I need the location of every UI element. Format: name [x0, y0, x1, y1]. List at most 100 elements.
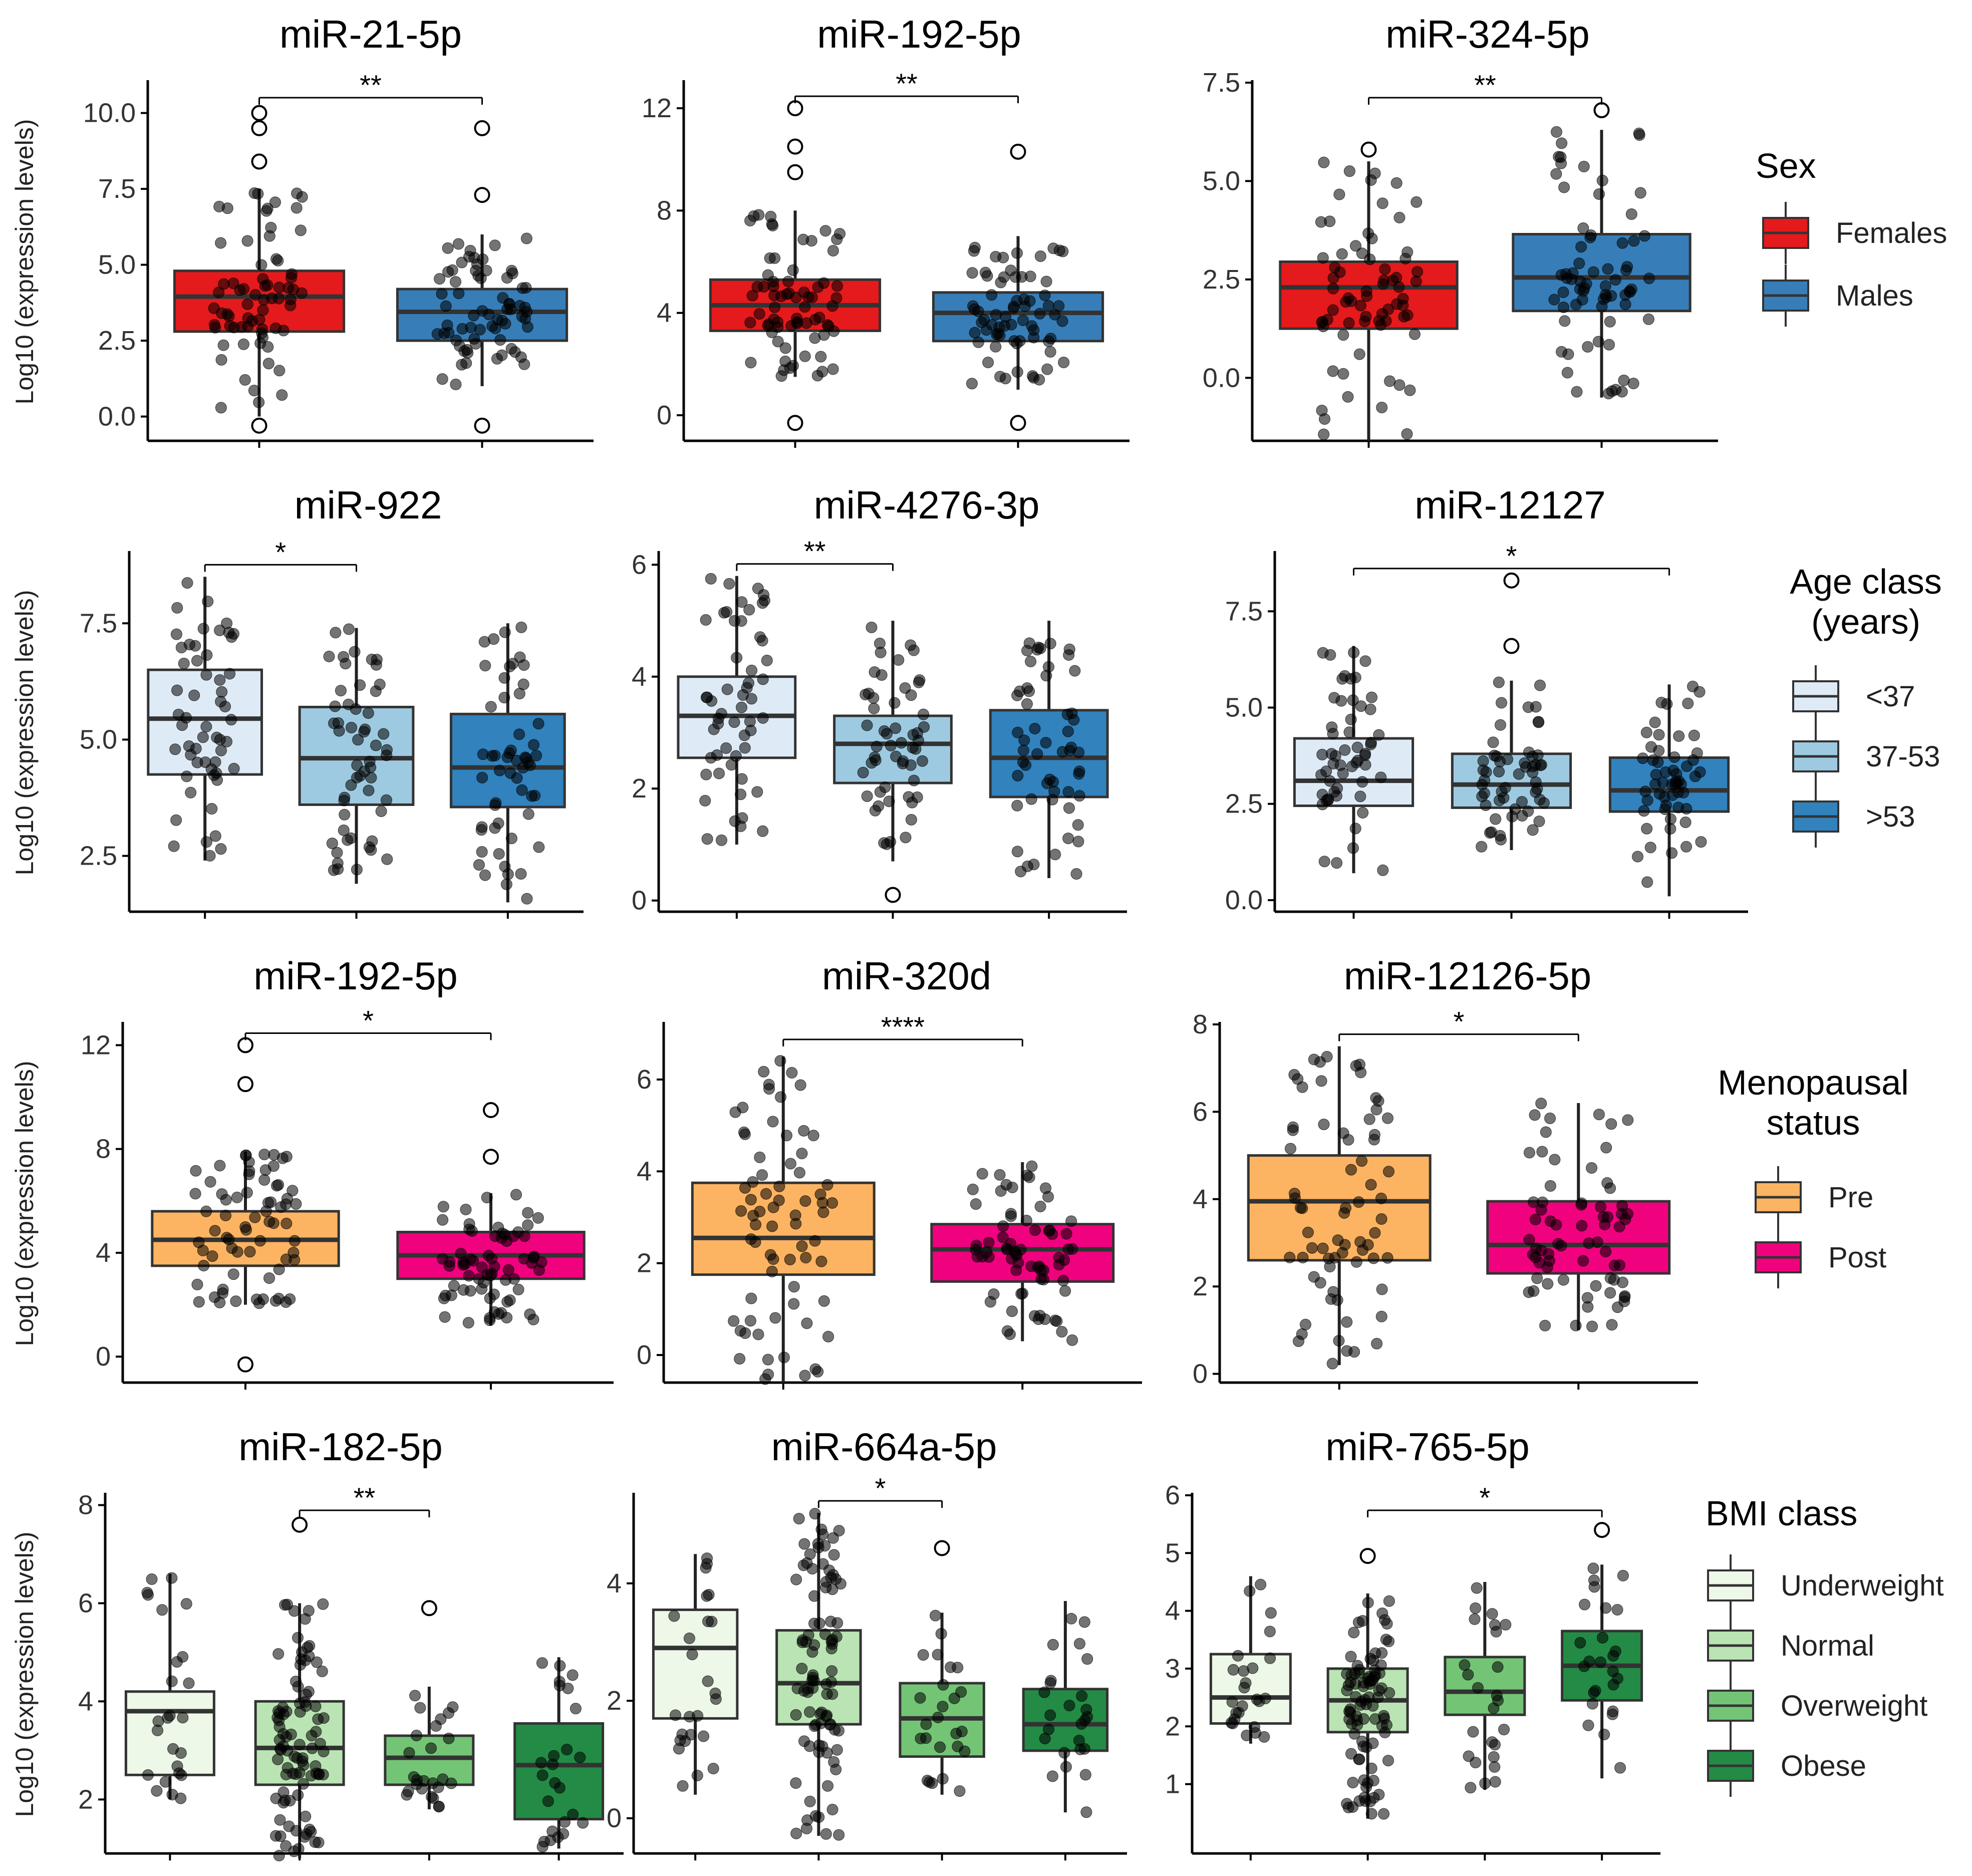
jitter-point: [1065, 1215, 1077, 1227]
jitter-point: [272, 1705, 285, 1717]
jitter-point: [815, 351, 827, 363]
jitter-point: [1062, 725, 1074, 737]
jitter-point: [796, 1240, 808, 1252]
jitter-point: [142, 1769, 154, 1781]
jitter-point: [1627, 378, 1639, 390]
jitter-point: [1018, 734, 1030, 746]
jitter-point: [280, 1253, 292, 1265]
jitter-point: [1620, 264, 1632, 276]
jitter-point: [1471, 1582, 1483, 1594]
jitter-point: [972, 306, 984, 318]
jitter-point: [743, 604, 755, 616]
jitter-point: [1356, 247, 1368, 259]
jitter-point: [215, 354, 227, 366]
jitter-point: [1345, 1748, 1357, 1760]
jitter-point: [294, 1739, 306, 1751]
legend-item-label: <37: [1866, 680, 1915, 713]
jitter-point: [1318, 428, 1330, 440]
jitter-point: [754, 631, 766, 643]
y-tick-label: 7.5: [1203, 68, 1240, 98]
jitter-point: [1567, 267, 1579, 279]
jitter-point: [553, 1680, 566, 1692]
jitter-point: [1293, 1335, 1305, 1347]
jitter-point: [799, 1195, 811, 1207]
jitter-point: [516, 784, 528, 796]
jitter-point: [890, 722, 902, 734]
jitter-point: [1633, 129, 1645, 141]
jitter-point: [209, 1225, 221, 1237]
jitter-point: [819, 1540, 831, 1552]
jitter-point: [1642, 313, 1654, 325]
jitter-point: [425, 1742, 437, 1754]
jitter-point: [715, 834, 727, 846]
jitter-point: [828, 1549, 840, 1561]
significance-label: **: [354, 1482, 376, 1513]
jitter-point: [1004, 1328, 1016, 1341]
jitter-point: [885, 836, 897, 848]
jitter-point: [506, 264, 518, 277]
jitter-point: [1360, 1698, 1372, 1710]
jitter-point: [1011, 295, 1023, 307]
jitter-point: [259, 1164, 271, 1176]
jitter-point: [831, 1617, 843, 1629]
box: [1022, 1688, 1109, 1752]
jitter-point: [1376, 197, 1388, 209]
jitter-point: [700, 1562, 712, 1574]
jitter-point: [1382, 1166, 1394, 1178]
jitter-point: [1329, 261, 1341, 274]
jitter-point: [1552, 1238, 1564, 1250]
jitter-point: [1053, 244, 1065, 256]
jitter-point: [574, 1751, 586, 1763]
jitter-point: [816, 1740, 828, 1752]
jitter-point: [1353, 1753, 1365, 1765]
jitter-point: [220, 736, 232, 748]
jitter-point: [1582, 1301, 1594, 1313]
jitter-point: [450, 378, 462, 390]
jitter-point: [700, 768, 712, 780]
jitter-point: [767, 1116, 779, 1128]
jitter-point: [549, 1777, 561, 1789]
jitter-point: [737, 689, 749, 701]
jitter-point: [815, 1706, 827, 1718]
jitter-point: [185, 786, 197, 798]
jitter-point: [698, 1730, 710, 1742]
jitter-point: [259, 280, 271, 292]
jitter-point: [216, 1188, 228, 1200]
jitter-point: [1600, 1142, 1612, 1154]
jitter-point: [1459, 1659, 1471, 1671]
jitter-point: [908, 774, 920, 786]
jitter-point: [1359, 655, 1371, 667]
jitter-point: [411, 1774, 423, 1786]
jitter-point: [1342, 292, 1354, 304]
box: [513, 1722, 605, 1820]
jitter-point: [1047, 1639, 1059, 1651]
jitter-point: [1073, 1638, 1085, 1650]
y-tick-label: 4: [607, 1568, 622, 1598]
jitter-point: [1618, 374, 1630, 386]
jitter-point: [254, 1235, 266, 1247]
jitter-point: [1062, 786, 1074, 798]
jitter-point: [937, 1773, 949, 1785]
jitter-point: [1367, 1675, 1379, 1687]
jitter-point: [1539, 1319, 1551, 1331]
jitter-point: [1288, 1069, 1300, 1081]
jitter-point: [510, 754, 522, 766]
jitter-point: [1589, 1685, 1601, 1697]
chart-panel-9: miR-12126-5p 0 2 4 6 8 *: [1193, 954, 1698, 1390]
outlier-point: [787, 138, 803, 155]
chart-panel-12: miR-765-5p 1 2 3 4 5 6 *: [1165, 1425, 1660, 1860]
jitter-point: [204, 1176, 216, 1188]
jitter-point: [166, 1675, 178, 1687]
jitter-point: [169, 743, 181, 755]
jitter-point: [833, 1829, 845, 1841]
jitter-point: [277, 325, 290, 337]
jitter-point: [258, 1149, 270, 1161]
jitter-point: [248, 187, 260, 199]
jitter-point: [218, 278, 230, 290]
jitter-point: [542, 1795, 554, 1807]
jitter-point: [683, 1633, 695, 1645]
jitter-point: [273, 293, 285, 305]
jitter-point: [1555, 157, 1567, 169]
y-tick-label: 2.5: [1225, 789, 1263, 819]
jitter-point: [1011, 366, 1023, 378]
